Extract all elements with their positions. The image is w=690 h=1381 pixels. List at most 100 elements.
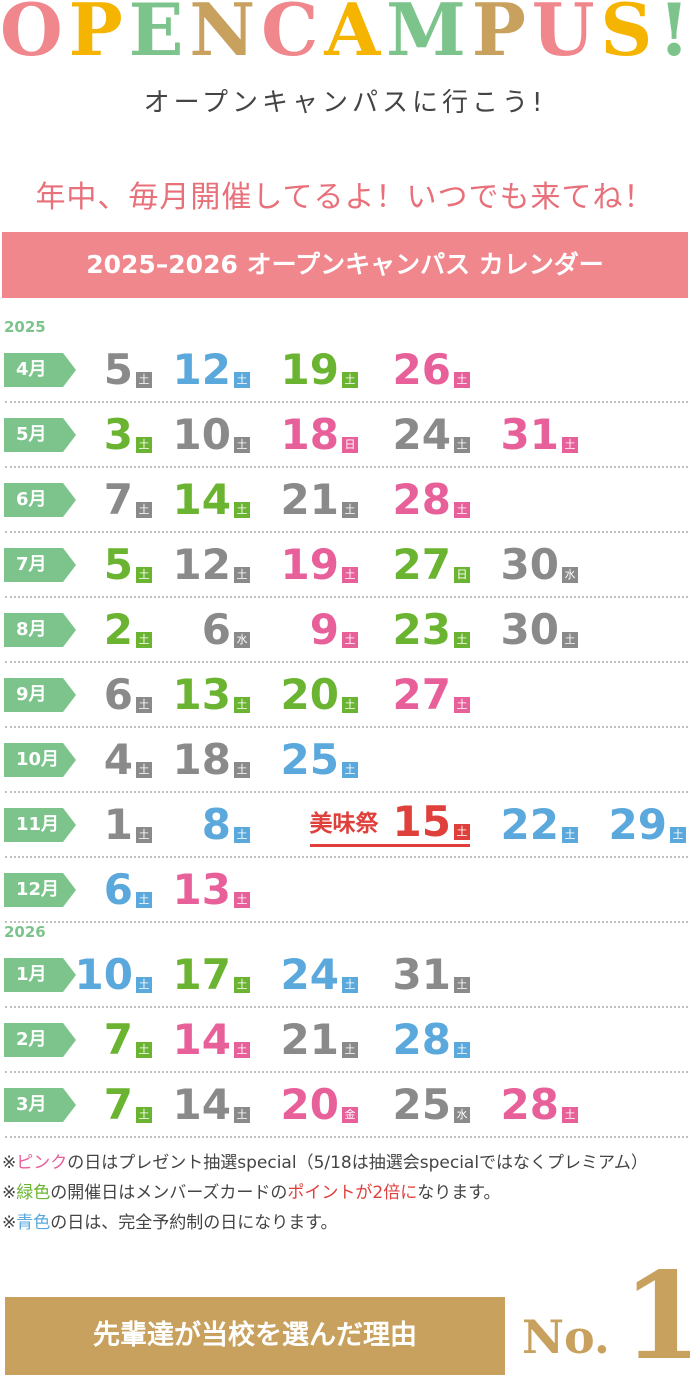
weekday-badge: 土 [342,1042,358,1058]
date-cell: 20 金 [250,1075,358,1127]
weekday-badge: 土 [342,762,358,778]
weekday-badge: 土 [234,827,250,843]
date-number: 7 [103,475,133,524]
month-tag: 5月 [4,418,76,452]
title-letter: U [531,0,595,72]
weekday-badge: 土 [234,697,250,713]
date-number: 18 [172,735,231,784]
date-number: 30 [500,540,559,589]
weekday-badge: 土 [136,892,152,908]
date-cell: 24 土 [358,405,470,457]
date-cell: 19 土 [250,340,358,392]
date-number: 26 [392,345,451,394]
date-number: 27 [392,670,451,719]
tagline: 年中、毎月開催してるよ！いつでも来てね！ [35,180,655,215]
weekday-badge: 土 [136,697,152,713]
month-tag: 2月 [4,1023,76,1057]
weekday-badge: 土 [562,827,578,843]
reason-banner: 先輩達が当校を選んだ理由 [5,1297,505,1375]
date-number: 25 [280,735,339,784]
weekday-badge: 日 [454,567,470,583]
title-letter: P [471,0,526,72]
date-number: 8 [201,800,231,849]
weekday-badge: 土 [562,437,578,453]
date-cell: 21 土 [250,470,358,522]
weekday-badge: 水 [454,1107,470,1123]
weekday-badge: 土 [454,977,470,993]
date-cell: 14 土 [152,470,250,522]
footnote-segment: ※ [2,1183,17,1203]
row-divider [5,921,688,923]
weekday-badge: 土 [234,502,250,518]
weekday-badge: 土 [136,1107,152,1123]
weekday-badge: 土 [136,1042,152,1058]
year-label: 2026 [4,923,46,941]
month-tag: 3月 [4,1088,76,1122]
date-cell: 28 土 [470,1075,578,1127]
weekday-badge: 土 [136,502,152,518]
title-letter: C [261,0,319,72]
weekday-badge: 土 [454,1042,470,1058]
date-number: 14 [172,475,231,524]
date-number: 5 [103,345,133,394]
footnote-segment: 緑色 [16,1183,51,1203]
weekday-badge: 土 [562,632,578,648]
weekday-badge: 土 [342,977,358,993]
event-underline: 美味祭 15 土 [309,800,470,847]
date-cell: 14 土 [152,1075,250,1127]
date-number: 9 [309,605,339,654]
date-number: 3 [103,410,133,459]
date-number: 19 [280,540,339,589]
date-cell: 19 土 [250,535,358,587]
weekday-badge: 土 [234,437,250,453]
weekday-badge: 土 [234,762,250,778]
date-cell: 12 土 [152,340,250,392]
date-number: 7 [103,1080,133,1129]
weekday-badge: 土 [136,762,152,778]
date-number: 14 [172,1080,231,1129]
date-number: 2 [103,605,133,654]
title-letter: N [189,0,256,72]
weekday-badge: 金 [342,1107,358,1123]
date-cell: 28 土 [358,470,470,522]
date-number: 14 [172,1015,231,1064]
weekday-badge: 土 [670,827,686,843]
weekday-badge: 土 [342,567,358,583]
date-number: 24 [392,410,451,459]
date-number: 10 [74,950,133,999]
footnote-segment: ※ [2,1153,17,1173]
month-tag: 6月 [4,483,76,517]
month-tag: 10月 [4,743,76,777]
date-cell: 10 土 [152,405,250,457]
date-number: 5 [103,540,133,589]
date-number: 6 [201,605,231,654]
weekday-badge: 土 [454,437,470,453]
date-number: 20 [280,1080,339,1129]
weekday-badge: 土 [136,977,152,993]
title-letter: E [128,0,184,72]
weekday-badge: 土 [342,372,358,388]
weekday-badge: 土 [342,697,358,713]
title-letter: S [600,0,653,72]
date-number: 28 [392,475,451,524]
weekday-badge: 土 [342,632,358,648]
weekday-badge: 土 [454,697,470,713]
month-tag: 8月 [4,613,76,647]
month-tag: 4月 [4,353,76,387]
date-number: 18 [280,410,339,459]
date-cell: 14 土 [152,1010,250,1062]
weekday-badge: 土 [136,372,152,388]
weekday-badge: 土 [136,632,152,648]
date-cell: 29 土 [578,795,686,847]
row-divider [5,1071,688,1073]
date-cell: 30 土 [470,600,578,652]
date-number: 13 [172,865,231,914]
